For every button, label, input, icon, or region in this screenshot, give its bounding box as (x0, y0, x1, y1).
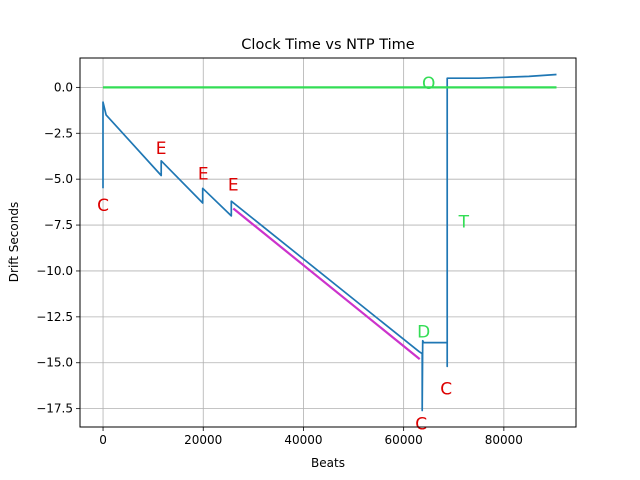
y-tick-label: −10.0 (36, 264, 73, 278)
y-tick-label: 0.0 (54, 80, 73, 94)
x-tick-label: 0 (99, 433, 107, 447)
x-tick-label: 40000 (284, 433, 322, 447)
x-tick-label: 20000 (184, 433, 222, 447)
y-axis-label: Drift Seconds (7, 202, 21, 282)
x-tick-label: 60000 (385, 433, 423, 447)
annotation-label: E (228, 176, 239, 196)
series-line-1 (232, 207, 421, 360)
y-tick-label: −2.5 (44, 126, 73, 140)
y-tick-label: −7.5 (44, 218, 73, 232)
annotation-label: E (198, 165, 209, 185)
annotation-label: T (458, 212, 470, 232)
y-tick-label: −12.5 (36, 310, 73, 324)
annotation-label: C (97, 196, 109, 216)
y-tick-label: −15.0 (36, 356, 73, 370)
annotation-label: C (415, 414, 427, 434)
ticks: 0 20000 40000 60000 80000 0.0 −2.5 −5.0 −7.5 −10.… (36, 80, 523, 447)
x-tick-label: 80000 (485, 433, 523, 447)
x-axis-label: Beats (311, 456, 345, 470)
series-line-0 (102, 73, 557, 412)
plot-frame (79, 57, 577, 428)
annotation-label: D (417, 323, 430, 343)
annotation-label: O (422, 74, 435, 94)
y-tick-label: −17.5 (36, 402, 73, 416)
y-tick-label: −5.0 (44, 172, 73, 186)
series-group (102, 73, 557, 412)
annotation-label: C (440, 379, 452, 399)
annotation-label: E (156, 139, 167, 159)
chart-title: Clock Time vs NTP Time (241, 37, 414, 53)
